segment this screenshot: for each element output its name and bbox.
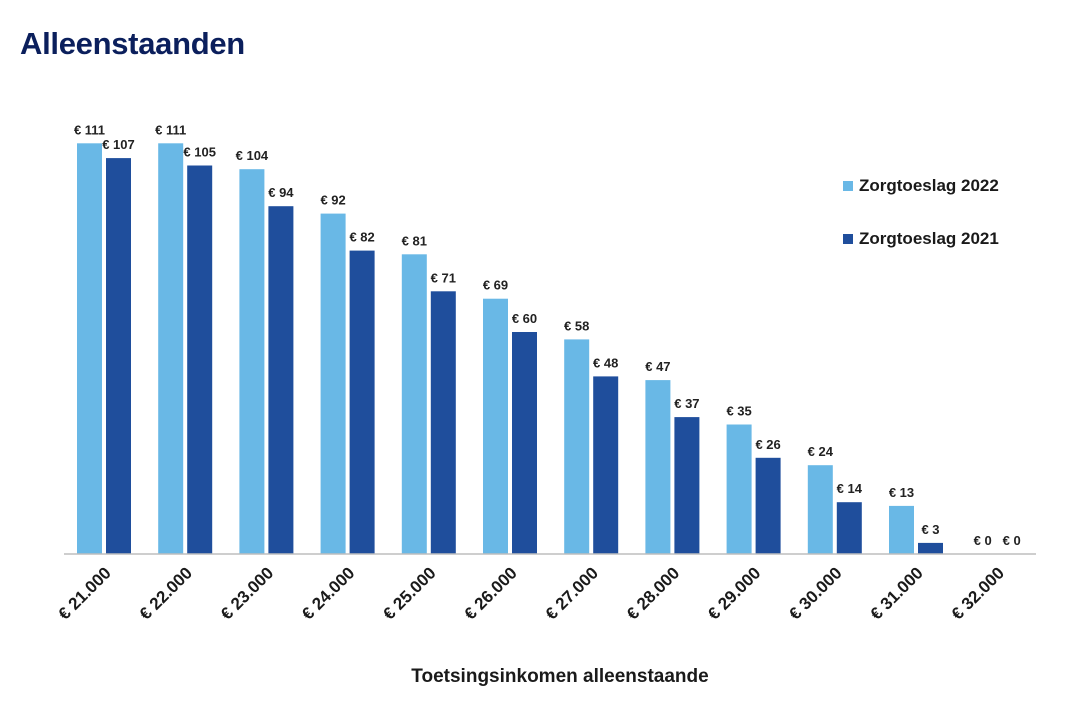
value-label-2021-11: € 0 — [1003, 533, 1021, 548]
value-label-2021-6: € 48 — [593, 355, 618, 370]
bar-2022-1 — [158, 143, 184, 555]
x-tick-label-9: € 30.000 — [785, 563, 845, 623]
x-tick-label-4: € 25.000 — [379, 563, 439, 623]
bar-2022-5 — [483, 298, 508, 554]
bar-2021-1 — [187, 165, 213, 554]
bar-2022-0 — [77, 143, 102, 555]
bar-2021-2 — [268, 206, 294, 554]
bar-2022-6 — [564, 339, 590, 554]
value-label-2022-4: € 81 — [402, 233, 427, 248]
bar-2021-4 — [430, 291, 456, 554]
x-tick-label-10: € 31.000 — [867, 563, 927, 623]
x-tick-label-3: € 24.000 — [298, 563, 358, 623]
value-label-2021-8: € 26 — [755, 437, 780, 452]
value-label-2021-2: € 94 — [268, 185, 294, 200]
bar-2021-5 — [512, 332, 537, 554]
value-label-2021-7: € 37 — [674, 396, 699, 411]
bar-2021-9 — [836, 502, 862, 554]
x-tick-label-5: € 26.000 — [461, 563, 521, 623]
value-label-2021-3: € 82 — [349, 230, 374, 245]
legend-swatch-2021 — [843, 234, 853, 244]
bar-2021-3 — [349, 250, 375, 554]
value-label-2022-6: € 58 — [564, 318, 589, 333]
legend: Zorgtoeslag 2022 Zorgtoeslag 2021 — [843, 176, 999, 248]
bar-2022-2 — [239, 169, 265, 554]
value-label-2022-10: € 13 — [889, 485, 914, 500]
value-label-2022-3: € 92 — [320, 193, 345, 208]
value-label-2021-10: € 3 — [921, 522, 939, 537]
bar-2021-7 — [674, 417, 700, 554]
x-tick-label-0: € 21.000 — [55, 563, 115, 623]
value-label-2021-5: € 60 — [512, 311, 537, 326]
value-label-2022-1: € 111 — [155, 122, 186, 137]
value-label-2022-9: € 24 — [808, 444, 834, 459]
page-title: Alleenstaanden — [20, 26, 245, 61]
bar-2022-3 — [320, 213, 346, 554]
value-label-2022-0: € 111 — [74, 122, 105, 137]
x-tick-labels-group: € 21.000 € 22.000 € 23.000 € 24.000 € 25.000… — [55, 563, 1008, 623]
value-label-2022-7: € 47 — [645, 359, 670, 374]
bar-2021-10 — [918, 542, 943, 554]
value-label-2022-8: € 35 — [726, 404, 751, 419]
legend-swatch-2022 — [843, 181, 853, 191]
bar-2021-8 — [755, 457, 781, 554]
value-label-2022-2: € 104 — [236, 148, 269, 163]
x-tick-label-11: € 32.000 — [948, 563, 1008, 623]
value-label-2021-0: € 107 — [102, 137, 135, 152]
value-labels-group: € 111€ 107€ 111€ 105 € 104€ 94 € 92€ 82 € 8… — [74, 122, 1021, 548]
bar-2022-9 — [807, 465, 833, 554]
x-tick-label-1: € 22.000 — [136, 563, 196, 623]
x-tick-label-7: € 28.000 — [623, 563, 683, 623]
x-tick-label-8: € 29.000 — [704, 563, 764, 623]
x-tick-label-6: € 27.000 — [542, 563, 602, 623]
value-label-2021-1: € 105 — [183, 145, 216, 160]
x-tick-label-2: € 23.000 — [217, 563, 277, 623]
bar-2021-0 — [106, 158, 131, 554]
bar-2022-4 — [401, 254, 427, 555]
legend-label-2022: Zorgtoeslag 2022 — [859, 176, 999, 195]
bar-2022-7 — [645, 380, 671, 554]
value-label-2021-9: € 14 — [837, 481, 863, 496]
legend-label-2021: Zorgtoeslag 2021 — [859, 229, 999, 248]
value-label-2022-11: € 0 — [974, 533, 992, 548]
x-axis-title: Toetsingsinkomen alleenstaande — [411, 666, 708, 687]
bar-2021-6 — [593, 376, 619, 554]
bar-2022-8 — [726, 424, 752, 554]
bar-2022-10 — [889, 505, 914, 554]
value-label-2022-5: € 69 — [483, 278, 508, 293]
value-label-2021-4: € 71 — [431, 270, 456, 285]
bars-group — [77, 143, 943, 555]
